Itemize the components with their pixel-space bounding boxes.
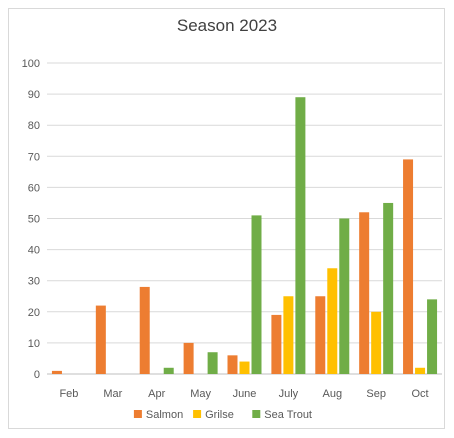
bar-salmon <box>403 159 414 374</box>
bar-sea-trout <box>251 215 262 374</box>
bar-sea-trout <box>163 367 174 374</box>
bar-salmon <box>315 296 326 374</box>
y-axis: 0 10 20 30 40 50 60 70 80 90 100 <box>22 58 40 381</box>
legend-swatch <box>193 410 202 418</box>
bar-sea-trout <box>383 202 394 374</box>
legend-label: Grilse <box>205 409 234 421</box>
bar-salmon <box>271 314 282 374</box>
y-tick-label: 10 <box>28 338 40 350</box>
bar-salmon <box>227 355 238 374</box>
bar-grilse <box>239 361 250 374</box>
bar-sea-trout <box>339 218 350 374</box>
x-tick-label: Apr <box>148 388 165 400</box>
bar-salmon <box>183 342 194 374</box>
bar-sea-trout <box>207 352 218 374</box>
bar-salmon <box>359 212 370 374</box>
bar-grilse <box>327 268 338 374</box>
x-tick-label: Aug <box>322 388 342 400</box>
x-tick-label: Sep <box>366 388 386 400</box>
legend-label: Sea Trout <box>264 409 312 421</box>
bar-grilse <box>415 367 426 374</box>
y-tick-label: 0 <box>34 369 40 381</box>
bar-salmon <box>139 286 150 374</box>
y-tick-label: 20 <box>28 307 40 319</box>
x-tick-label: May <box>190 388 211 400</box>
legend-swatch <box>252 410 261 418</box>
bar-salmon <box>51 370 62 374</box>
bar-sea-trout <box>295 97 306 375</box>
legend: Salmon Grilse Sea Trout <box>133 409 312 421</box>
chart-title: Season 2023 <box>176 16 278 35</box>
x-tick-label: Mar <box>103 388 122 400</box>
y-tick-label: 90 <box>28 89 40 101</box>
bar-sea-trout <box>427 299 438 374</box>
y-tick-label: 100 <box>22 58 40 70</box>
bars <box>51 97 438 375</box>
x-tick-label: Oct <box>411 388 428 400</box>
x-tick-label: June <box>233 388 257 400</box>
x-tick-label: July <box>279 388 299 400</box>
legend-label: Salmon <box>146 409 183 421</box>
y-tick-label: 50 <box>28 214 40 226</box>
y-tick-label: 60 <box>28 182 40 194</box>
gridlines <box>47 62 442 375</box>
bar-grilse <box>283 296 294 374</box>
legend-swatch <box>133 410 142 418</box>
y-tick-label: 40 <box>28 245 40 257</box>
y-tick-label: 80 <box>28 120 40 132</box>
x-tick-label: Feb <box>59 388 78 400</box>
bar-salmon <box>95 305 106 374</box>
y-tick-label: 70 <box>28 151 40 163</box>
y-tick-label: 30 <box>28 276 40 288</box>
bar-grilse <box>371 311 382 374</box>
x-axis: Feb Mar Apr May June July Aug Sep Oct <box>59 388 428 400</box>
